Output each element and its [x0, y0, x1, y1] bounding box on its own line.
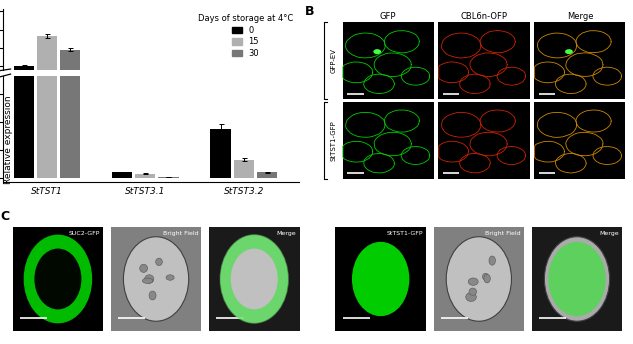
Ellipse shape — [220, 235, 289, 323]
Bar — [234, 160, 254, 178]
Ellipse shape — [482, 273, 489, 280]
Text: Relative expression: Relative expression — [4, 95, 13, 184]
FancyBboxPatch shape — [439, 22, 530, 99]
Bar — [37, 0, 57, 178]
Ellipse shape — [352, 242, 410, 316]
Ellipse shape — [123, 237, 189, 321]
Ellipse shape — [166, 275, 174, 280]
FancyBboxPatch shape — [209, 227, 299, 331]
Ellipse shape — [34, 249, 82, 309]
Ellipse shape — [220, 235, 289, 323]
Bar — [14, 0, 34, 178]
Text: B: B — [305, 5, 315, 18]
Ellipse shape — [484, 274, 491, 283]
Text: StTST1-GFP: StTST1-GFP — [330, 120, 336, 161]
Bar — [60, 50, 80, 84]
Text: Merge: Merge — [277, 231, 296, 236]
Bar — [14, 66, 34, 84]
Bar — [158, 177, 179, 178]
FancyBboxPatch shape — [534, 22, 625, 99]
Bar — [112, 172, 132, 178]
FancyBboxPatch shape — [434, 227, 524, 331]
FancyBboxPatch shape — [335, 227, 426, 331]
Ellipse shape — [231, 249, 278, 309]
Text: Merge: Merge — [567, 12, 593, 21]
Ellipse shape — [149, 291, 156, 300]
Ellipse shape — [156, 258, 162, 266]
Bar — [256, 172, 277, 178]
Legend: 0, 15, 30: 0, 15, 30 — [196, 13, 295, 60]
Ellipse shape — [469, 288, 477, 295]
FancyBboxPatch shape — [342, 22, 434, 99]
Ellipse shape — [23, 235, 92, 323]
Text: StTST1-GFP: StTST1-GFP — [386, 231, 423, 236]
Ellipse shape — [468, 278, 478, 286]
Text: GFP: GFP — [380, 12, 396, 21]
Ellipse shape — [446, 237, 511, 321]
Text: Bright Field: Bright Field — [486, 231, 521, 236]
Ellipse shape — [140, 264, 147, 272]
Text: Merge: Merge — [599, 231, 619, 236]
FancyBboxPatch shape — [342, 102, 434, 179]
Bar — [210, 129, 230, 178]
Bar — [135, 173, 156, 178]
Bar — [210, 81, 230, 84]
FancyBboxPatch shape — [532, 227, 622, 331]
Text: Bright Field: Bright Field — [163, 231, 198, 236]
Bar — [60, 0, 80, 178]
FancyBboxPatch shape — [13, 227, 103, 331]
Text: C: C — [0, 210, 9, 223]
Text: GFP-EV: GFP-EV — [330, 49, 336, 73]
Ellipse shape — [544, 237, 610, 321]
Circle shape — [374, 50, 380, 53]
Ellipse shape — [466, 292, 477, 301]
Ellipse shape — [142, 278, 153, 283]
Circle shape — [566, 50, 572, 53]
FancyBboxPatch shape — [534, 102, 625, 179]
FancyBboxPatch shape — [439, 102, 530, 179]
Text: CBL6n-OFP: CBL6n-OFP — [461, 12, 508, 21]
Text: SUC2-GFP: SUC2-GFP — [69, 231, 100, 236]
Bar — [234, 83, 254, 84]
Bar — [37, 36, 57, 84]
Ellipse shape — [489, 256, 496, 265]
Ellipse shape — [145, 275, 154, 283]
Ellipse shape — [548, 242, 606, 316]
FancyBboxPatch shape — [111, 227, 201, 331]
